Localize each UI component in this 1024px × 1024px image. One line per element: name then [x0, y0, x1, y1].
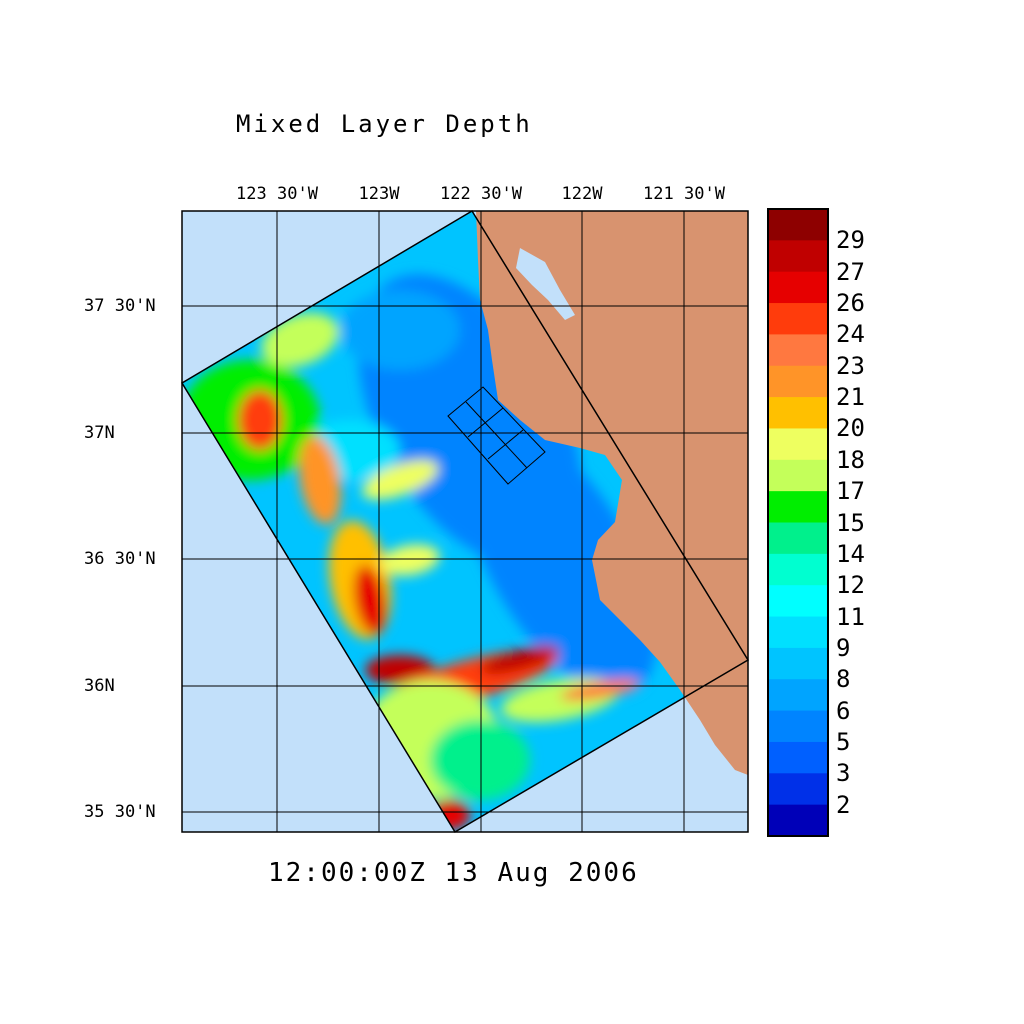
colorbar-frame — [767, 208, 829, 837]
field-patch — [362, 460, 438, 500]
chart-title: Mixed Layer Depth — [236, 110, 533, 138]
lat-tick-label: 37 30'N — [84, 296, 156, 316]
colorbar-band — [768, 773, 828, 806]
colorbar-band — [768, 271, 828, 304]
colorbar-band — [768, 647, 828, 680]
colorbar-label: 2 — [836, 790, 851, 819]
colorbar-label: 11 — [836, 602, 865, 631]
lon-tick-label: 122W — [561, 184, 603, 204]
field-patch — [463, 425, 657, 695]
colorbar-band — [768, 522, 828, 555]
colorbar-label: 6 — [836, 696, 851, 725]
lat-tick-label: 36N — [84, 676, 115, 696]
lon-tick-label: 121 30'W — [643, 184, 725, 204]
colorbar-band — [768, 428, 828, 461]
graticule — [182, 211, 748, 832]
colorbar-band — [768, 585, 828, 618]
land — [476, 211, 748, 775]
colorbar-band — [768, 710, 828, 743]
lat-tick-label: 37N — [84, 423, 115, 443]
lon-tick-label: 123W — [358, 184, 400, 204]
colorbar-band — [768, 616, 828, 649]
field-patch — [430, 720, 530, 800]
colorbar-label: 29 — [836, 226, 865, 255]
colorbar-label: 14 — [836, 539, 865, 568]
colorbar-label: 12 — [836, 571, 865, 600]
inner-box-outline — [447, 386, 546, 485]
lon-tick-label: 123 30'W — [236, 184, 318, 204]
colorbar-band — [768, 240, 828, 273]
colorbar-label: 17 — [836, 477, 865, 506]
field-patch — [560, 679, 640, 701]
colorbar-label: 23 — [836, 351, 865, 380]
field-patch — [354, 565, 386, 635]
field-patch — [261, 312, 339, 368]
colorbar-label: 21 — [836, 383, 865, 412]
time-label: 12:00:00Z 13 Aug 2006 — [268, 858, 639, 888]
lat-tick-label: 35 30'N — [84, 802, 156, 822]
colorbar-label: 27 — [836, 257, 865, 286]
colorbar-band — [768, 209, 828, 241]
colorbar-band — [768, 459, 828, 492]
colorbar-band — [768, 491, 828, 523]
field-patch — [481, 645, 559, 675]
colorbar — [768, 209, 828, 837]
colorbar-band — [768, 397, 828, 429]
colorbar-label: 5 — [836, 727, 851, 756]
field-patch — [380, 544, 440, 576]
sf-bay — [516, 248, 575, 320]
colorbar-band — [768, 365, 828, 398]
colorbar-band — [768, 679, 828, 712]
colorbar-band — [768, 804, 828, 837]
colorbar-label: 9 — [836, 633, 851, 662]
colorbar-label: 3 — [836, 759, 851, 788]
colorbar-label: 24 — [836, 320, 865, 349]
colorbar-band — [768, 303, 828, 335]
colorbar-label: 20 — [836, 414, 865, 443]
plot-frame — [181, 210, 749, 833]
field-patch — [298, 435, 342, 525]
colorbar-band — [768, 553, 828, 586]
colorbar-label: 26 — [836, 289, 865, 318]
field-patch — [340, 290, 460, 370]
colorbar-band — [768, 334, 828, 367]
colorbar-band — [768, 741, 828, 774]
lon-tick-label: 122 30'W — [440, 184, 522, 204]
field-patch — [238, 390, 282, 450]
colorbar-label: 15 — [836, 508, 865, 537]
lat-tick-label: 36 30'N — [84, 549, 156, 569]
colorbar-label: 18 — [836, 445, 865, 474]
colorbar-label: 8 — [836, 665, 851, 694]
